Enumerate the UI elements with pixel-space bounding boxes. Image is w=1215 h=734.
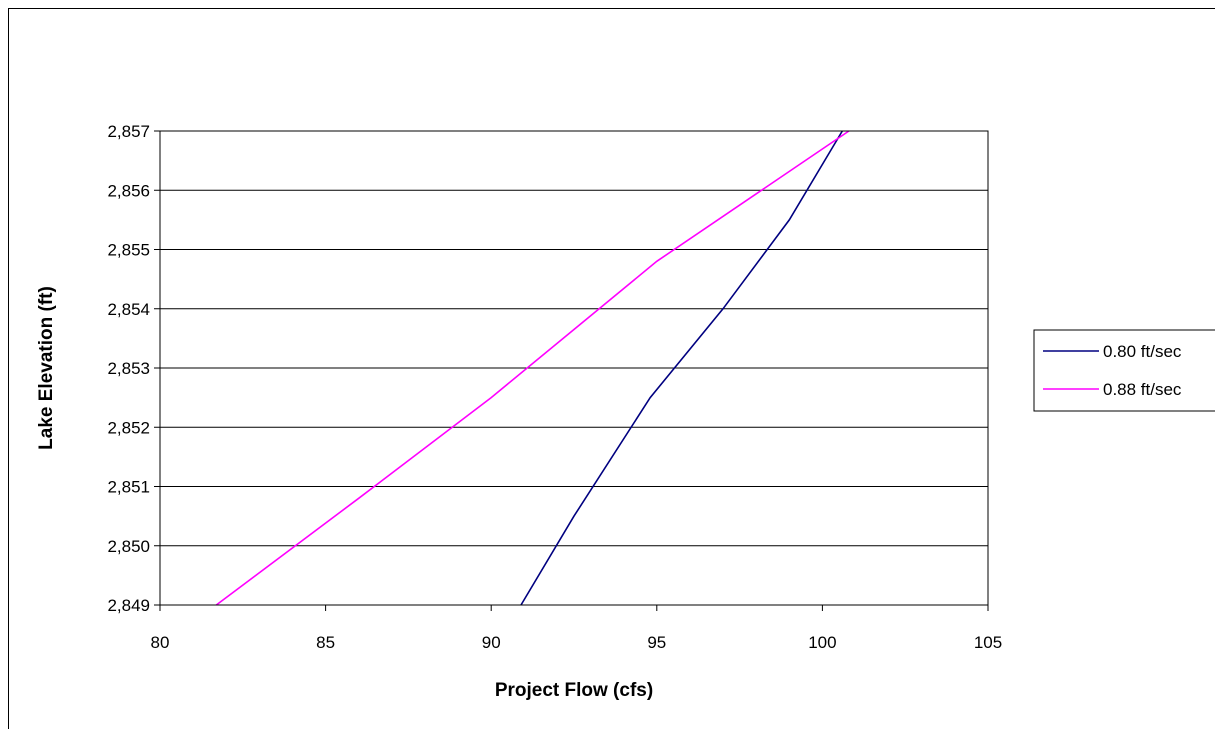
y-tick-label: 2,851 xyxy=(107,478,150,497)
x-tick-label: 90 xyxy=(482,633,501,652)
legend-label-0: 0.80 ft/sec xyxy=(1103,342,1182,361)
y-tick-label: 2,849 xyxy=(107,596,150,615)
y-tick-label: 2,854 xyxy=(107,300,150,319)
y-tick-label: 2,853 xyxy=(107,359,150,378)
y-tick-label: 2,857 xyxy=(107,122,150,141)
y-axis-ticks: 2,849 2,850 2,851 2,852 2,853 2,854 2,855 2,856… xyxy=(107,122,160,615)
x-tick-label: 80 xyxy=(151,633,170,652)
y-axis-label: Lake Elevation (ft) xyxy=(36,286,57,450)
x-axis-label: Project Flow (cfs) xyxy=(495,680,653,701)
y-tick-label: 2,856 xyxy=(107,181,150,200)
y-tick-label: 2,850 xyxy=(107,537,150,556)
legend-label-1: 0.88 ft/sec xyxy=(1103,380,1182,399)
x-tick-label: 105 xyxy=(974,633,1002,652)
y-tick-label: 2,855 xyxy=(107,241,150,260)
x-tick-label: 85 xyxy=(316,633,335,652)
legend: 0.80 ft/sec 0.88 ft/sec xyxy=(1034,330,1215,411)
x-tick-label: 95 xyxy=(647,633,666,652)
x-axis-ticks: 80 85 90 95 100 105 xyxy=(151,605,1003,652)
x-tick-label: 100 xyxy=(808,633,836,652)
y-tick-label: 2,852 xyxy=(107,418,150,437)
